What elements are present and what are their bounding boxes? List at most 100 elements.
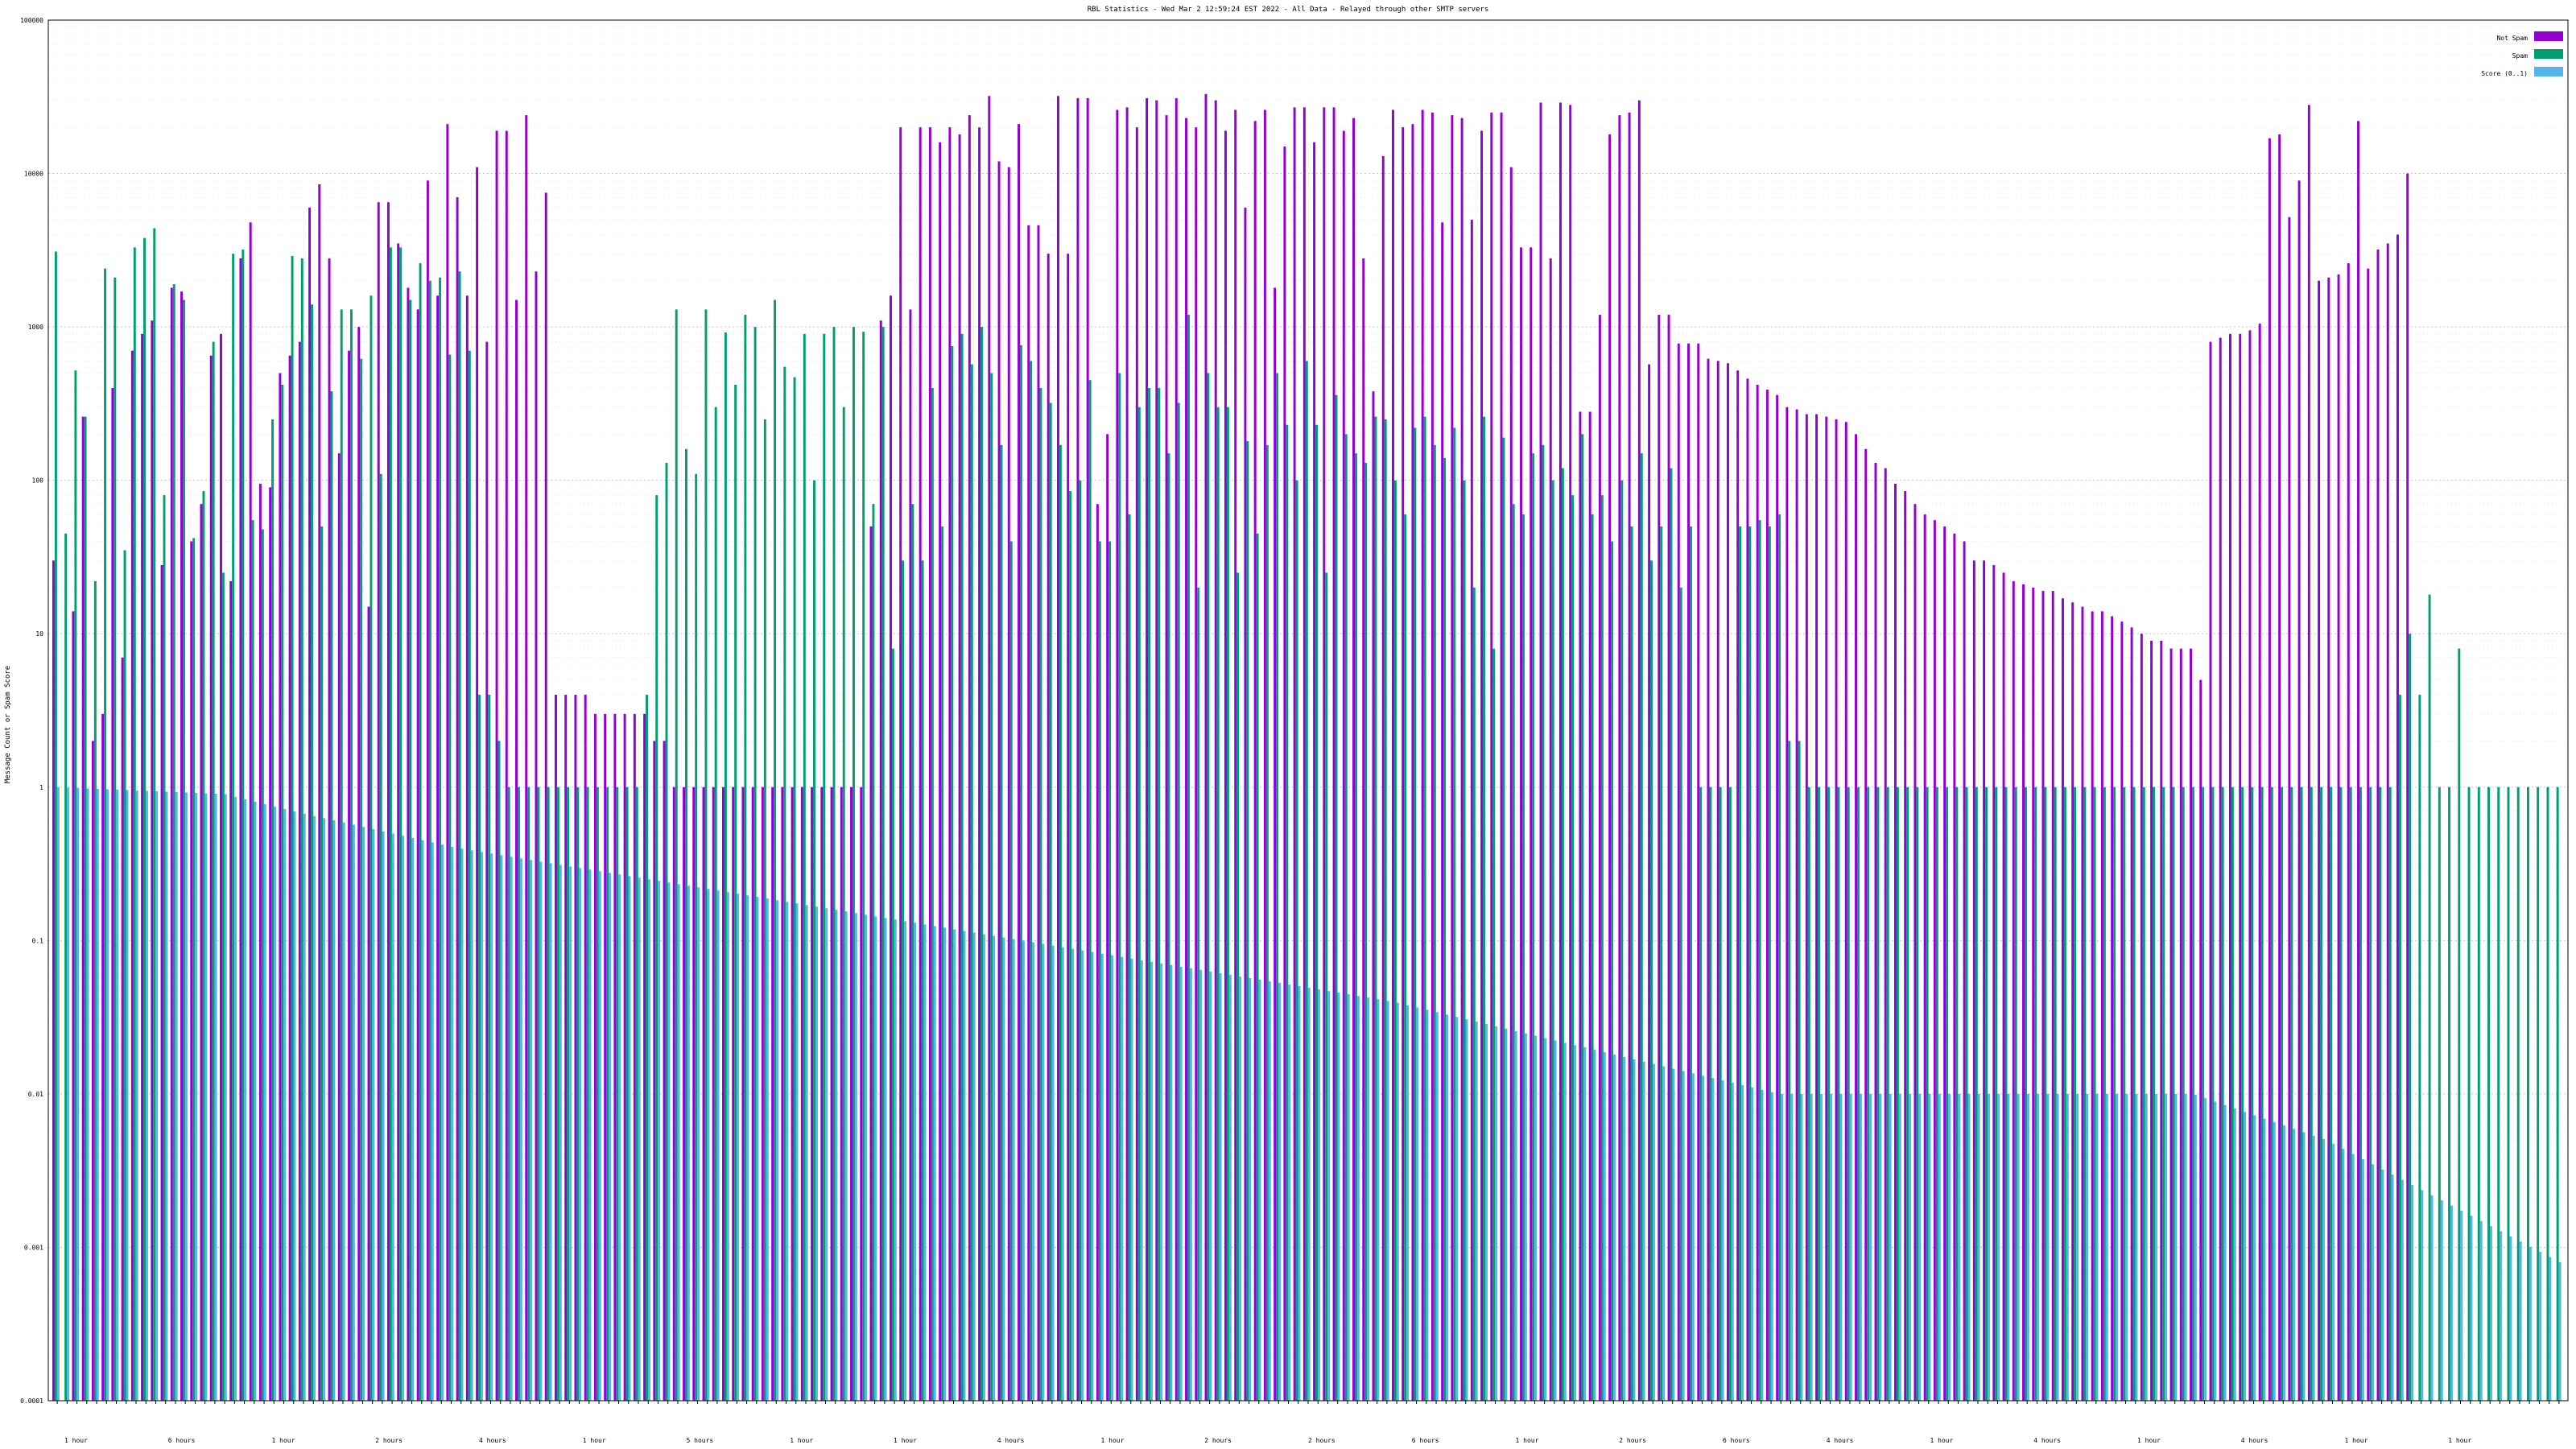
bar-spam — [2103, 786, 2106, 1401]
bar-spam — [478, 695, 481, 1401]
bar-not-spam — [1805, 414, 1808, 1401]
bar-spam — [311, 304, 313, 1401]
bar-score — [1327, 991, 1331, 1401]
bar-spam — [1926, 786, 1929, 1401]
bar-score — [2037, 1093, 2040, 1401]
bar-spam — [1837, 786, 1840, 1401]
bar-spam — [2211, 786, 2215, 1401]
bar-not-spam — [939, 142, 942, 1401]
bar-not-spam — [1352, 118, 1355, 1401]
bar-spam — [1000, 444, 1003, 1401]
bar-spam — [655, 495, 658, 1401]
bar-not-spam — [1195, 127, 1198, 1401]
bar-spam — [586, 786, 589, 1401]
bar-not-spam — [1864, 448, 1868, 1401]
bar-not-spam — [2100, 611, 2103, 1401]
bar-spam — [2241, 786, 2244, 1401]
y-tick-label: 100000 — [20, 17, 43, 24]
bar-score — [923, 924, 927, 1401]
bar-spam — [1630, 526, 1633, 1402]
bar-not-spam — [1421, 109, 1424, 1401]
bar-spam — [1886, 786, 1889, 1401]
bar-spam — [1393, 480, 1397, 1401]
bar-score — [204, 793, 208, 1401]
bar-spam — [547, 786, 550, 1401]
bar-not-spam — [712, 786, 715, 1401]
bar-score — [1386, 1001, 1389, 1401]
bar-score — [628, 876, 631, 1401]
bar-not-spam — [130, 350, 134, 1401]
bar-not-spam — [928, 127, 931, 1401]
bar-score — [1130, 958, 1133, 1401]
bar-score — [1121, 956, 1124, 1401]
x-group-label: 4 hours — [997, 1437, 1025, 1444]
bar-score — [1958, 1093, 1961, 1401]
bar-score — [1100, 953, 1104, 1401]
bar-not-spam — [997, 161, 1001, 1401]
bar-spam — [2438, 786, 2441, 1401]
bar-spam — [320, 526, 324, 1402]
y-tick-label: 0.1 — [32, 937, 44, 944]
bar-not-spam — [318, 184, 321, 1402]
axis-layer: 0.0001 0.001 0.01 0.1 1 10 100 1000 10000 100000 1… — [20, 17, 2569, 1444]
bar-not-spam — [564, 695, 568, 1401]
bar-score — [1091, 952, 1094, 1401]
bar-spam — [2202, 786, 2205, 1401]
bar-score — [244, 799, 247, 1401]
bar-not-spam — [1736, 370, 1740, 1401]
bar-spam — [1453, 427, 1456, 1401]
bar-score — [776, 900, 778, 1401]
bar-not-spam — [1018, 124, 1020, 1401]
bar-not-spam — [141, 333, 144, 1401]
bar-score — [2302, 1132, 2306, 1401]
bar-score — [746, 895, 749, 1401]
bar-not-spam — [2179, 648, 2182, 1401]
bar-score — [2007, 1093, 2010, 1401]
bar-not-spam — [1874, 462, 1877, 1401]
bar-spam — [2142, 786, 2145, 1401]
bar-score — [1770, 1092, 1773, 1401]
bar-not-spam — [899, 127, 902, 1401]
bar-not-spam — [1913, 504, 1917, 1401]
bar-not-spam — [555, 695, 557, 1401]
bar-spam — [212, 341, 215, 1401]
chart-title: RBL Statistics - Wed Mar 2 12:59:24 EST … — [1088, 6, 1489, 14]
bar-spam — [606, 786, 609, 1401]
legend-label: Spam — [2512, 52, 2528, 60]
bar-not-spam — [1628, 112, 1631, 1402]
bar-not-spam — [1076, 97, 1080, 1402]
bar-score — [1563, 1042, 1567, 1401]
bar-score — [569, 866, 572, 1401]
bar-score — [402, 836, 405, 1401]
bar-score — [283, 809, 287, 1401]
bar-score — [1819, 1093, 1823, 1401]
bar-not-spam — [988, 96, 991, 1402]
bar-not-spam — [1785, 407, 1789, 1402]
bar-not-spam — [1106, 434, 1109, 1401]
bar-not-spam — [2062, 598, 2064, 1401]
bar-not-spam — [732, 786, 735, 1401]
bar-spam — [1807, 786, 1810, 1401]
bar-score — [303, 813, 306, 1401]
bar-spam — [2398, 695, 2401, 1401]
bar-not-spam — [1549, 258, 1552, 1402]
bar-score — [1652, 1063, 1655, 1401]
x-group-label: 4 hours — [2033, 1437, 2061, 1444]
bar-spam — [1374, 416, 1377, 1401]
bar-not-spam — [1835, 419, 1838, 1402]
bar-spam — [1463, 480, 1466, 1401]
bar-not-spam — [2022, 584, 2025, 1401]
bar-not-spam — [377, 202, 380, 1402]
bar-score — [2105, 1093, 2108, 1401]
bar-score — [1839, 1093, 1843, 1401]
bar-spam — [1098, 541, 1101, 1401]
bar-not-spam — [1637, 100, 1641, 1401]
bar-score — [1977, 1093, 1980, 1401]
bar-score — [1593, 1050, 1596, 1401]
bar-score — [1002, 937, 1005, 1401]
bar-not-spam — [2327, 277, 2330, 1401]
bar-not-spam — [151, 320, 154, 1401]
bar-not-spam — [781, 786, 784, 1401]
bar-not-spam — [850, 786, 852, 1401]
bar-score — [2154, 1093, 2157, 1401]
